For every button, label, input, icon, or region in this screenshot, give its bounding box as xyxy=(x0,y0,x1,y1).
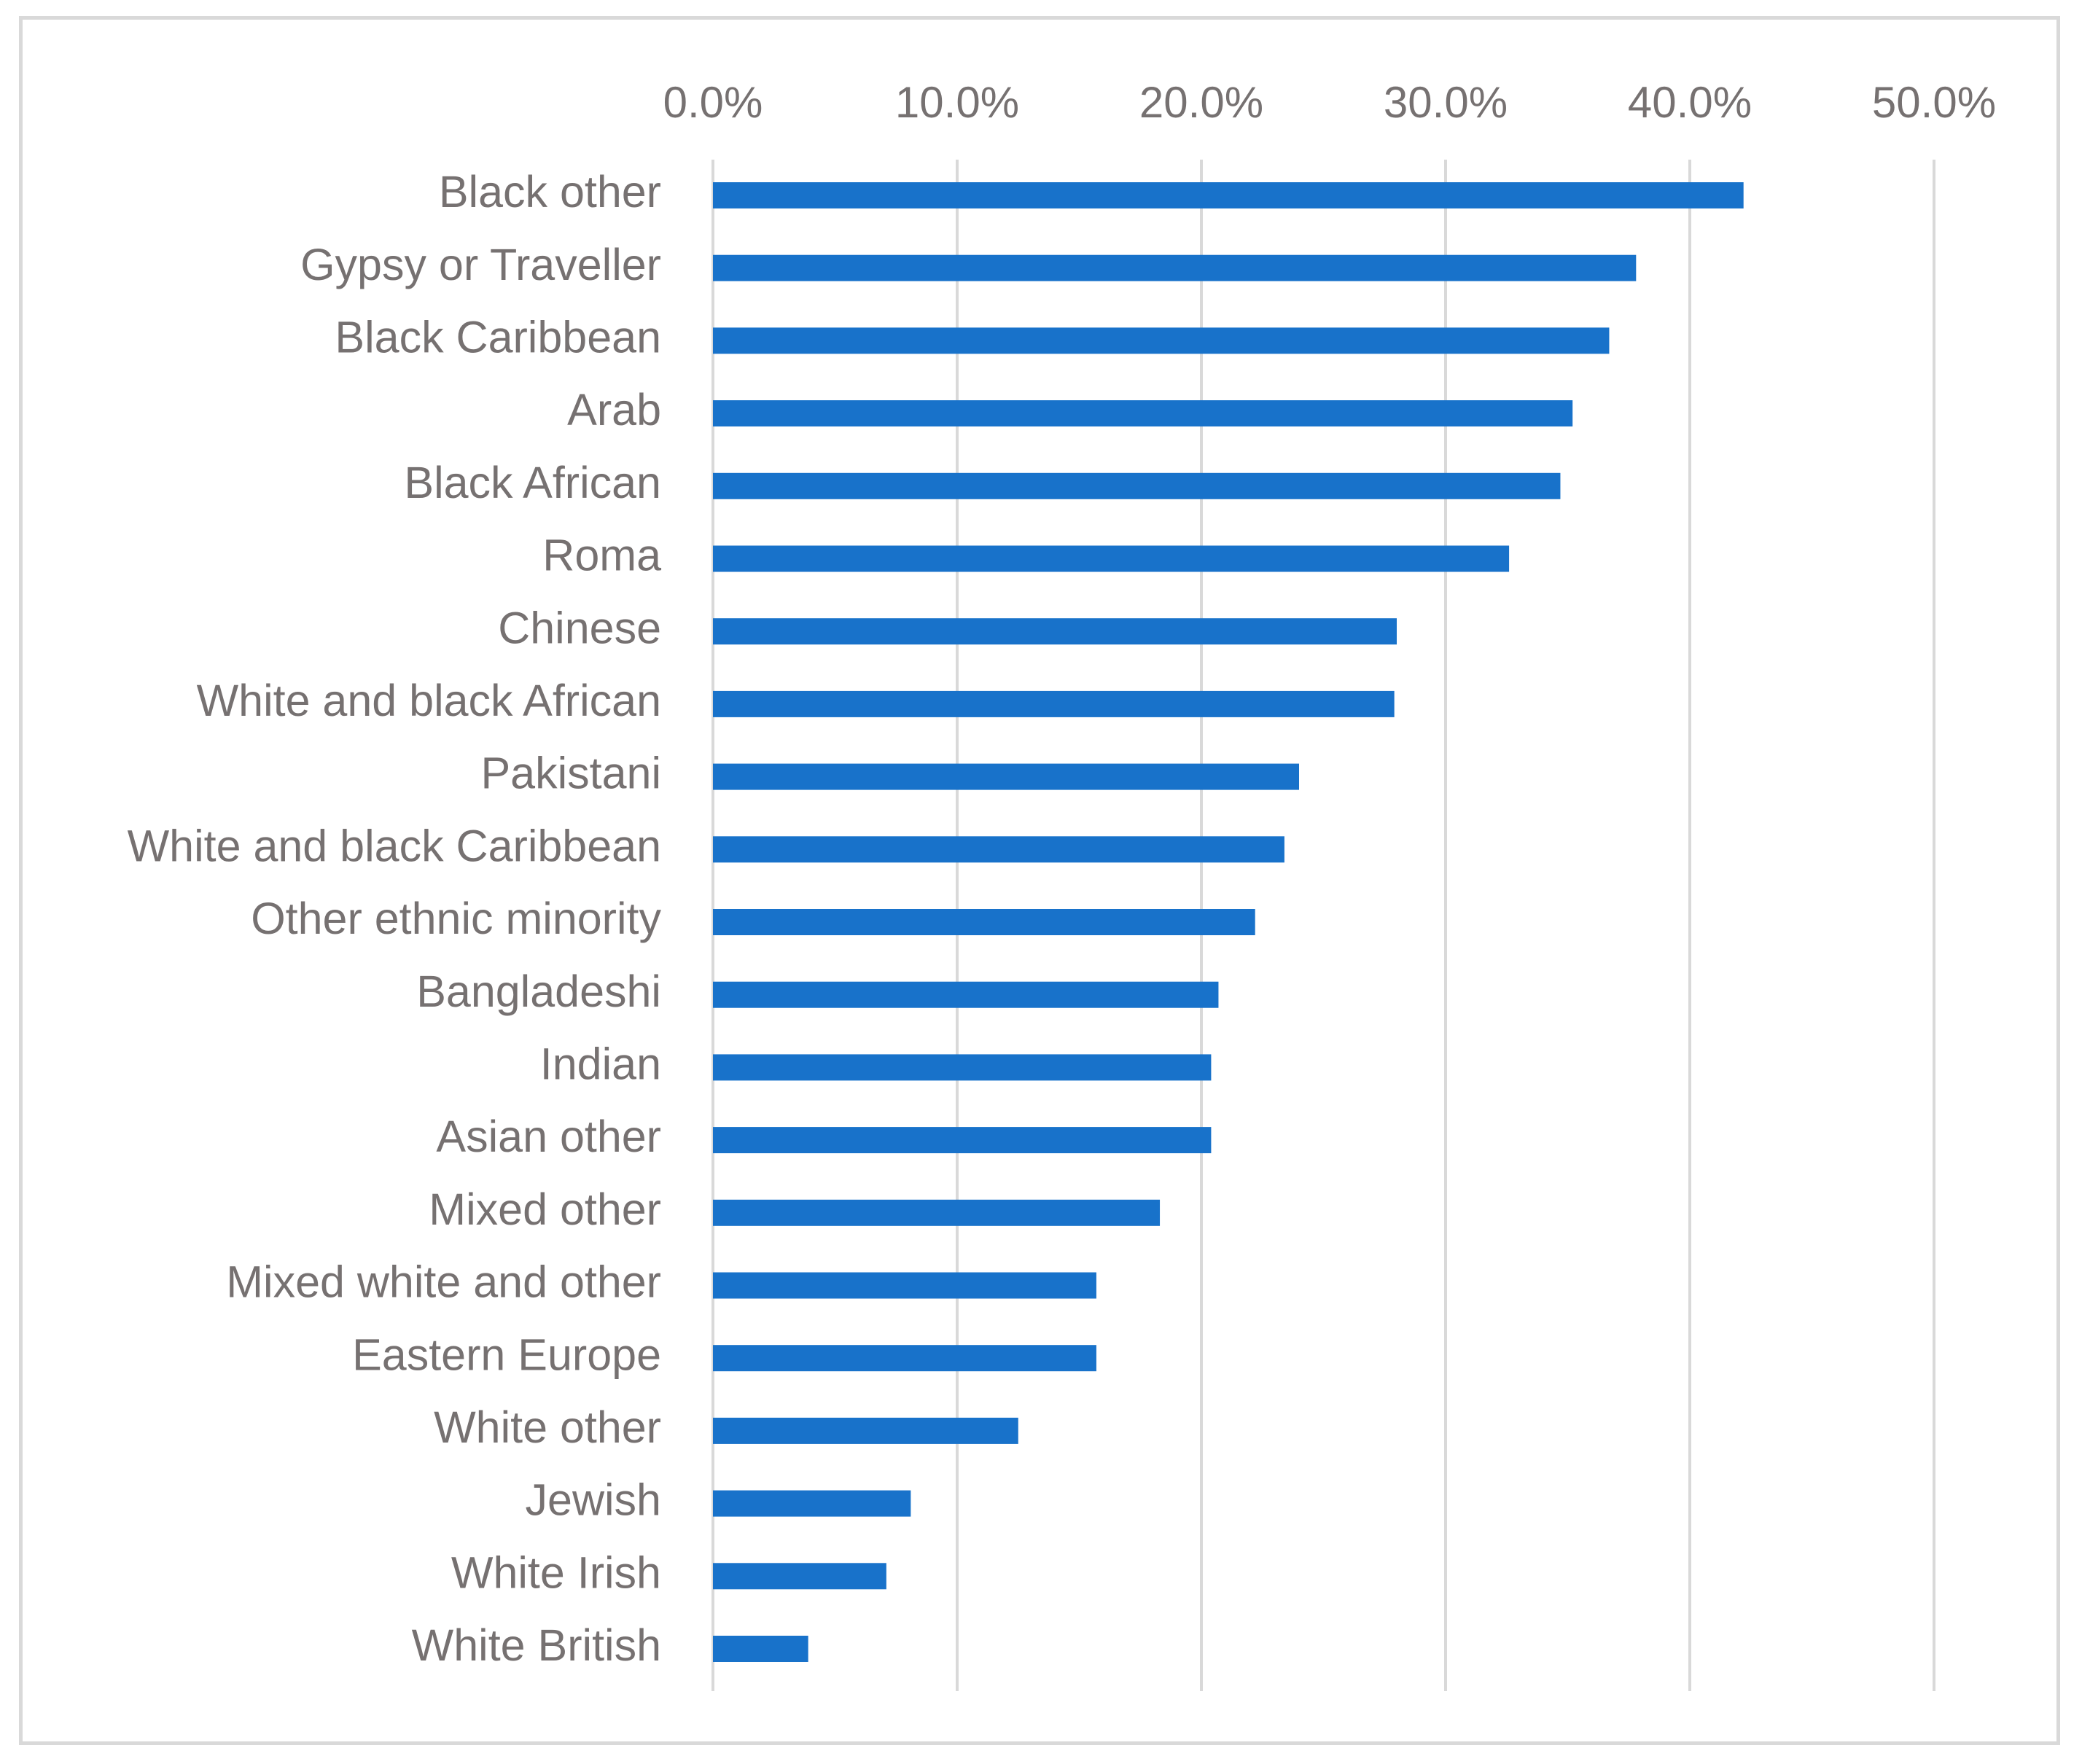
bars xyxy=(713,182,1744,1662)
bar xyxy=(713,981,1219,1008)
category-label: Pakistani xyxy=(480,749,661,798)
bar xyxy=(713,836,1284,863)
category-label: White British xyxy=(412,1620,661,1670)
category-label: Gypsy or Traveller xyxy=(300,240,661,289)
x-tick-label: 10.0% xyxy=(895,78,1019,127)
chart-frame: 0.0% 10.0% 20.0% 30.0% 40.0% 50.0% Black othe… xyxy=(19,16,2060,1745)
x-tick-label: 40.0% xyxy=(1628,78,1752,127)
bar xyxy=(713,690,1395,717)
x-tick-label: 20.0% xyxy=(1139,78,1263,127)
bar xyxy=(713,400,1573,427)
x-tick-label: 50.0% xyxy=(1872,78,1996,127)
bar xyxy=(713,1563,886,1590)
bar xyxy=(713,909,1255,935)
x-axis-ticks: 0.0% 10.0% 20.0% 30.0% 40.0% 50.0% xyxy=(663,78,1996,127)
category-label: Jewish xyxy=(526,1475,661,1525)
bar xyxy=(713,1345,1096,1372)
category-label: Roma xyxy=(542,531,661,580)
x-tick-label: 0.0% xyxy=(663,78,763,127)
bar xyxy=(713,1272,1096,1299)
category-label: Arab xyxy=(567,385,661,434)
category-label: White and black African xyxy=(197,676,661,725)
category-label: Bangladeshi xyxy=(416,967,661,1016)
bar xyxy=(713,1636,808,1662)
bar xyxy=(713,327,1610,354)
category-label: White other xyxy=(434,1402,661,1452)
x-tick-label: 30.0% xyxy=(1384,78,1508,127)
bar xyxy=(713,1417,1018,1444)
bar xyxy=(713,254,1637,281)
category-label: Eastern Europe xyxy=(352,1330,661,1379)
category-labels: Black other Gypsy or Traveller Black Carib… xyxy=(128,167,662,1670)
category-label: Black Caribbean xyxy=(335,313,661,362)
bar xyxy=(713,182,1744,208)
bar xyxy=(713,763,1299,790)
bar xyxy=(713,545,1510,572)
bar-chart: 0.0% 10.0% 20.0% 30.0% 40.0% 50.0% Black othe… xyxy=(128,78,1996,1691)
bar xyxy=(713,1127,1212,1154)
bar xyxy=(713,1054,1212,1081)
category-label: Mixed other xyxy=(429,1185,661,1234)
category-label: White Irish xyxy=(451,1548,661,1597)
category-label: Indian xyxy=(540,1039,661,1089)
category-label: Chinese xyxy=(498,603,661,652)
bar xyxy=(713,1490,911,1517)
bar xyxy=(713,1199,1161,1226)
category-label: Asian other xyxy=(436,1112,661,1161)
category-label: Black African xyxy=(404,458,661,507)
bar xyxy=(713,472,1561,499)
category-label: Mixed white and other xyxy=(226,1257,661,1307)
category-label: Other ethnic minority xyxy=(251,894,661,943)
category-label: Black other xyxy=(439,167,661,216)
category-label: White and black Caribbean xyxy=(128,821,661,870)
bar xyxy=(713,618,1397,645)
